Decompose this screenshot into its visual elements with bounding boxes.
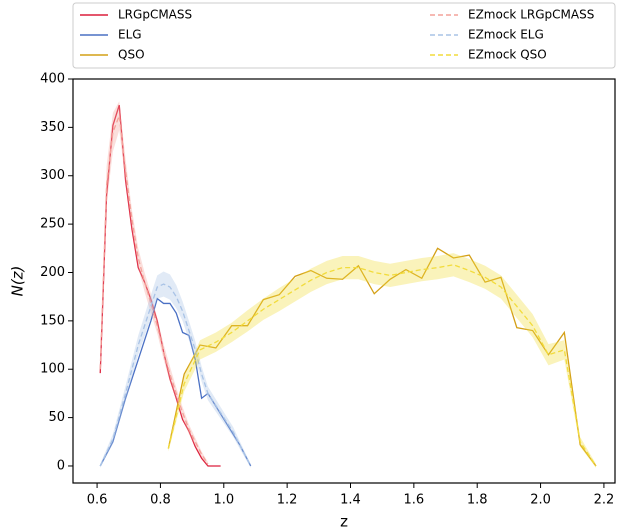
- series-line: [167, 264, 597, 467]
- axes-frame: [72, 78, 616, 484]
- y-tick-label: 200: [40, 265, 65, 280]
- x-tick-label: 1.4: [340, 493, 361, 508]
- error-band: [168, 253, 596, 468]
- y-tick-label: 400: [40, 72, 65, 87]
- y-tick-label: 250: [40, 217, 65, 232]
- y-tick-label: 150: [40, 313, 65, 328]
- y-tick-label: 0: [57, 458, 65, 473]
- x-tick-label: 0.8: [150, 493, 171, 508]
- series-line: [167, 247, 597, 467]
- x-tick-label: 1.8: [467, 493, 488, 508]
- error-band: [100, 101, 208, 466]
- y-tick-label: 300: [40, 168, 65, 183]
- x-tick-label: 1.6: [404, 493, 425, 508]
- x-tick-label: 1.2: [277, 493, 298, 508]
- x-tick-label: 2.0: [530, 493, 551, 508]
- legend-label: QSO: [118, 48, 145, 62]
- y-tick-label: 50: [48, 410, 65, 425]
- x-tick-label: 2.2: [594, 493, 615, 508]
- legend-label: EZmock ELG: [468, 28, 544, 42]
- legend-label: EZmock LRGpCMASS: [468, 8, 594, 22]
- series-line: [99, 297, 252, 467]
- y-tick-label: 100: [40, 362, 65, 377]
- legend-label: EZmock QSO: [468, 48, 547, 62]
- y-tick-label: 350: [40, 120, 65, 135]
- legend: LRGpCMASS ELG QSO EZmock LRGpCMASS EZmock EL…: [72, 2, 616, 69]
- x-tick-label: 1.0: [213, 493, 234, 508]
- legend-label: ELG: [118, 28, 142, 42]
- y-axis-label: N(z): [9, 266, 27, 297]
- series-line: [99, 115, 209, 465]
- x-tick-label: 0.6: [87, 493, 108, 508]
- legend-label: LRGpCMASS: [118, 8, 192, 22]
- legend-frame: [72, 2, 616, 69]
- error-band: [100, 271, 251, 468]
- x-axis-label: z: [340, 513, 348, 531]
- plot-area: [99, 101, 597, 468]
